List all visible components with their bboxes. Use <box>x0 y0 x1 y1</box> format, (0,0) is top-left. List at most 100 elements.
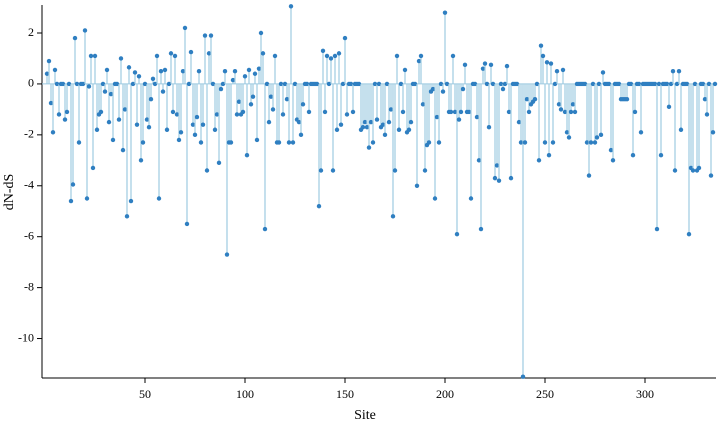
dot <box>340 81 346 87</box>
dot <box>658 153 664 158</box>
dot <box>392 168 398 173</box>
x-tick-label: 100 <box>236 387 254 401</box>
dot <box>286 140 292 145</box>
dot <box>62 117 68 122</box>
dot <box>230 77 236 83</box>
dot <box>570 102 576 107</box>
dot <box>330 168 336 173</box>
dot <box>506 109 512 115</box>
dot <box>336 51 342 56</box>
dot <box>250 94 256 99</box>
dot <box>66 81 72 87</box>
dot <box>82 28 88 33</box>
dot <box>132 70 138 75</box>
dot <box>588 140 594 145</box>
dot <box>210 81 216 87</box>
dot <box>326 81 332 87</box>
dot <box>656 81 662 87</box>
dot <box>440 89 446 94</box>
dot <box>590 81 596 87</box>
dot <box>542 140 548 145</box>
dot <box>636 81 642 87</box>
dot <box>632 109 638 115</box>
dot <box>544 60 550 65</box>
dot <box>420 102 426 107</box>
dot <box>382 132 388 138</box>
dot <box>180 68 186 74</box>
dot <box>638 130 644 135</box>
dot <box>374 117 380 122</box>
dot <box>522 140 528 145</box>
dot <box>676 68 682 74</box>
dot <box>318 168 324 173</box>
dot <box>674 81 680 87</box>
dot <box>348 81 354 87</box>
dot <box>120 147 126 153</box>
dot <box>94 127 100 132</box>
dot <box>284 97 290 102</box>
dot <box>50 130 56 135</box>
dot <box>474 114 480 120</box>
dot <box>396 127 402 132</box>
dot <box>368 119 374 125</box>
dot <box>616 81 622 87</box>
dot <box>198 140 204 145</box>
dot <box>442 10 448 15</box>
dot <box>390 214 396 219</box>
dot <box>168 51 174 56</box>
dot <box>176 137 182 143</box>
dot <box>150 76 156 82</box>
dot <box>332 53 338 59</box>
dot <box>366 145 372 150</box>
dot <box>418 53 424 59</box>
dot <box>160 89 166 94</box>
dot <box>200 122 206 127</box>
dot <box>494 163 500 168</box>
dot <box>600 70 606 75</box>
dot <box>118 56 124 61</box>
dot <box>148 97 154 102</box>
dot <box>480 66 486 71</box>
dot <box>708 173 714 178</box>
dot <box>334 127 340 132</box>
dot <box>706 81 712 87</box>
dot <box>56 112 62 117</box>
dot <box>496 178 502 183</box>
dot <box>110 137 116 143</box>
dot <box>270 107 276 112</box>
dot <box>518 140 524 145</box>
dot <box>64 109 70 115</box>
dot <box>536 158 542 163</box>
dot <box>282 81 288 87</box>
dot <box>298 132 304 138</box>
dot <box>342 35 348 41</box>
dot <box>296 119 302 125</box>
dot <box>276 140 282 145</box>
dot <box>492 175 498 181</box>
dot <box>70 182 76 187</box>
dot <box>240 109 246 115</box>
dot <box>402 67 408 73</box>
dot <box>514 81 520 87</box>
dot <box>208 33 214 38</box>
dot <box>502 81 508 87</box>
dot <box>692 81 698 87</box>
dot <box>710 130 716 135</box>
dot <box>448 109 454 115</box>
dot <box>114 81 120 87</box>
dot <box>484 81 490 87</box>
dot <box>702 97 708 102</box>
dot <box>540 53 546 59</box>
dot <box>454 231 460 237</box>
dot <box>458 109 464 115</box>
dot <box>624 97 630 102</box>
dot <box>388 107 394 112</box>
dot <box>252 71 258 76</box>
dot <box>628 81 634 87</box>
dot <box>254 137 260 143</box>
dot <box>684 81 690 87</box>
dot <box>262 226 268 232</box>
dot <box>690 168 696 173</box>
dot <box>696 165 702 171</box>
